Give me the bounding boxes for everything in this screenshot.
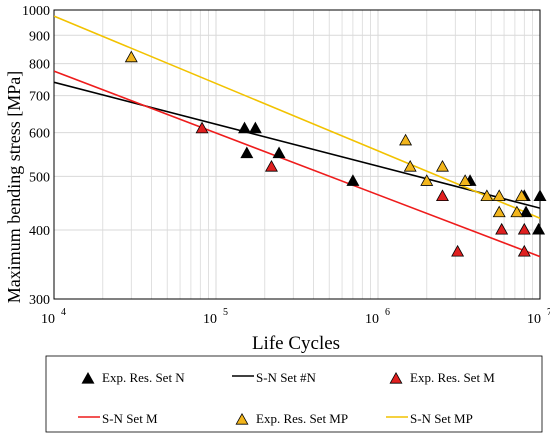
x-tick-label: 10: [527, 312, 541, 327]
legend: Exp. Res. Set N S-N Set #N Exp. Res. Set M…: [45, 355, 543, 433]
y-tick-label: 1000: [22, 4, 50, 19]
fit-line: [54, 70, 540, 258]
data-point: [480, 189, 494, 201]
data-points: [124, 50, 547, 257]
data-point: [399, 133, 413, 146]
plot-frame: [53, 9, 541, 300]
data-point: [515, 189, 529, 201]
data-point: [451, 244, 465, 257]
legend-label: Exp. Res. Set MP: [256, 411, 348, 426]
data-point: [495, 222, 509, 235]
x-tick-exponent: 4: [61, 307, 66, 318]
data-point: [492, 189, 506, 201]
legend-marker: [235, 412, 249, 425]
y-tick-label: 900: [29, 29, 50, 44]
legend-label: Exp. Res. Set M: [410, 370, 495, 385]
y-tick-label: 300: [29, 293, 50, 308]
y-axis-label: Maximum bending stress [MPa]: [4, 71, 24, 303]
x-tick-label: 10: [203, 312, 217, 327]
data-point: [532, 222, 546, 235]
fit-line: [54, 15, 540, 219]
data-point: [510, 205, 524, 218]
data-point: [435, 159, 449, 172]
x-tick-label: 10: [365, 312, 379, 327]
data-point: [124, 50, 138, 63]
axes: [53, 9, 541, 300]
data-point: [272, 146, 286, 159]
legend-label: Exp. Res. Set N: [102, 370, 185, 385]
data-point: [435, 189, 449, 201]
x-axis-label: Life Cycles: [252, 333, 340, 354]
tick-labels: 300 400 500 600 700 800 900 1000 10 4 10 5 10 6 10 7: [22, 4, 550, 327]
data-point: [492, 205, 506, 218]
data-point: [264, 159, 278, 172]
y-tick-label: 600: [29, 127, 50, 142]
x-tick-label: 10: [41, 312, 55, 327]
fit-lines: [54, 15, 540, 258]
data-point: [346, 174, 360, 186]
data-point: [240, 146, 254, 159]
legend-marker: [389, 371, 403, 384]
legend-box: [45, 355, 543, 433]
legend-marker: [81, 371, 95, 384]
data-point: [517, 222, 531, 235]
data-point: [517, 244, 531, 257]
data-point: [533, 189, 547, 201]
legend-label: S-N Set MP: [410, 411, 473, 426]
data-point: [519, 205, 533, 218]
legend-label: S-N Set #N: [256, 370, 317, 385]
y-tick-label: 700: [29, 90, 50, 105]
y-tick-label: 800: [29, 58, 50, 73]
data-point: [238, 121, 252, 134]
fit-line: [54, 81, 540, 209]
data-point: [458, 174, 472, 186]
data-point: [420, 174, 434, 186]
x-tick-exponent: 6: [385, 307, 390, 318]
data-point: [195, 121, 209, 134]
data-point: [248, 121, 262, 134]
y-tick-label: 500: [29, 170, 50, 185]
x-tick-exponent: 5: [223, 307, 228, 318]
data-point: [403, 159, 417, 172]
legend-label: S-N Set M: [102, 411, 158, 426]
y-tick-label: 400: [29, 224, 50, 239]
x-tick-exponent: 7: [547, 307, 550, 318]
